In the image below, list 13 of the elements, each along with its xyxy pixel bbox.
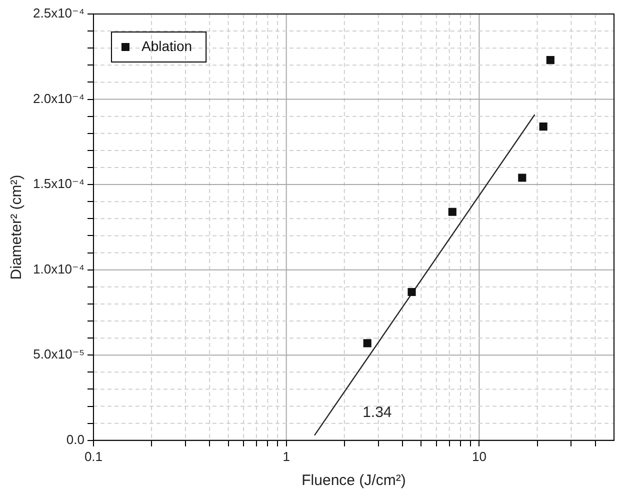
y-tick-label: 2.0x10⁻⁴ [32, 90, 84, 106]
annotation: 1.34 [362, 404, 392, 421]
y-tick-label: 1.0x10⁻⁴ [32, 261, 84, 276]
x-tick-label: 1 [282, 448, 290, 464]
y-tick-label: 2.5x10⁻⁴ [32, 6, 84, 21]
x-tick-label: 10 [472, 448, 486, 464]
legend-label: Ablation [141, 38, 192, 54]
y-tick-label: 0.0 [66, 432, 84, 447]
x-tick-label: 0.1 [84, 448, 103, 464]
x-axis-title: Fluence (J/cm²) [302, 472, 406, 490]
y-tick-label: 5.0x10⁻⁵ [33, 346, 84, 362]
y-tick-label: 1.5x10⁻⁴ [32, 176, 84, 192]
y-axis-title: Diameter² (cm²) [8, 174, 26, 280]
